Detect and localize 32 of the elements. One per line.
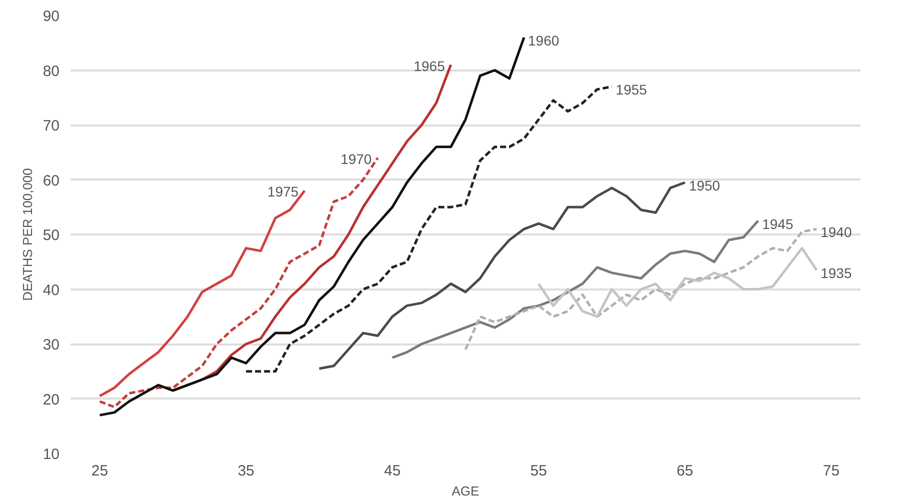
line-series	[464, 228, 818, 351]
line-series	[537, 246, 818, 318]
y-axis-title: DEATHS PER 100,000	[20, 168, 35, 301]
x-tick-label: 65	[676, 462, 694, 480]
series-label: 1965	[414, 58, 446, 74]
line-series	[98, 36, 526, 416]
line-series	[391, 220, 760, 359]
x-tick-label: 35	[238, 462, 254, 480]
y-tick-label: 10	[42, 446, 60, 463]
y-tick-label: 70	[42, 118, 60, 134]
y-tick-label: 40	[42, 282, 60, 299]
series-label: 1955	[616, 82, 648, 98]
series-label: 1960	[528, 32, 560, 48]
series-label: 1950	[688, 177, 720, 194]
series-label: 1945	[762, 216, 794, 232]
y-tick-label: 30	[42, 336, 60, 354]
y-tick-label: 80	[42, 62, 60, 80]
series-label: 1970	[340, 150, 372, 167]
y-tick-label: 90	[42, 8, 60, 25]
series-label: 1975	[267, 184, 299, 200]
x-axis-title: AGE	[452, 484, 480, 498]
y-tick-label: 50	[42, 227, 60, 244]
series-label: 1940	[820, 224, 852, 240]
series-label: 1935	[820, 265, 852, 282]
line-series	[244, 85, 614, 373]
y-tick-label: 20	[42, 391, 60, 408]
y-tick-label: 60	[42, 172, 60, 190]
x-tick-label: 45	[384, 462, 401, 480]
x-tick-label: 25	[91, 462, 108, 480]
x-tick-label: 55	[530, 462, 547, 480]
line-series	[318, 181, 686, 370]
x-tick-label: 75	[822, 462, 840, 480]
